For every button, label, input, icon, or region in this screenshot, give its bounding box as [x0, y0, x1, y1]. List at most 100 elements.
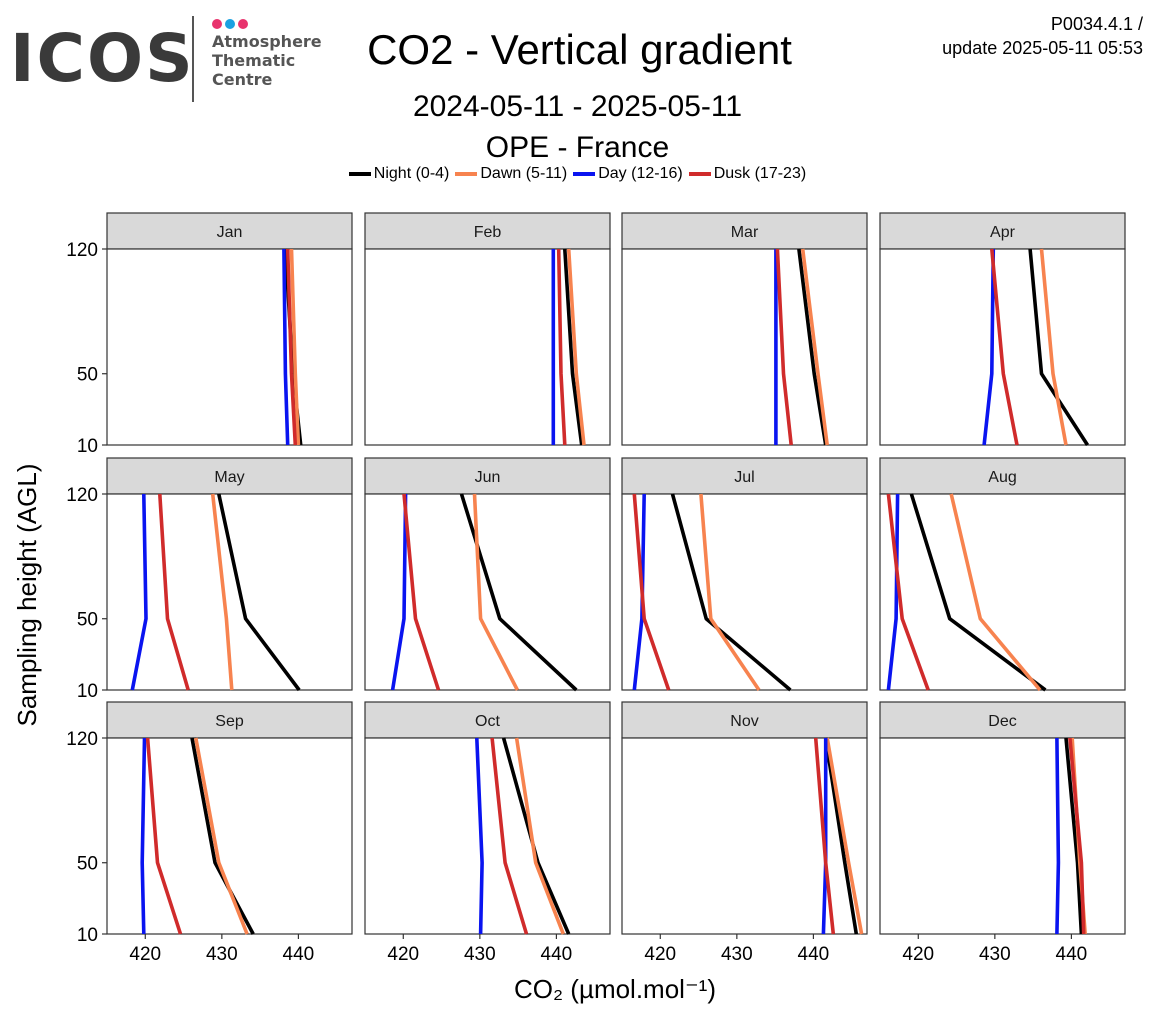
x-axis-title: CO₂ (µmol.mol⁻¹)	[514, 974, 716, 1004]
x-tick-label: 440	[1056, 944, 1088, 965]
logo-line-1: Atmosphere	[212, 32, 322, 51]
series-line	[390, 493, 408, 691]
legend-item: Dawn (5-11)	[455, 165, 567, 183]
series-line	[402, 493, 441, 691]
update-line: update 2025-05-11 05:53	[942, 38, 1143, 58]
chart-title: CO2 - Vertical gradient	[0, 26, 1155, 74]
facet-panel	[621, 248, 868, 446]
logo-dots-icon	[212, 16, 252, 29]
chart-station: OPE - France	[485, 131, 670, 164]
y-tick-label: 120	[66, 729, 98, 750]
logo-dot	[225, 19, 235, 29]
series-line	[289, 248, 301, 446]
chart-title-text: CO2 - Vertical gradient	[367, 26, 792, 73]
series-line	[1068, 737, 1086, 935]
logo-line-3: Centre	[212, 70, 273, 89]
facet-label: Sep	[215, 713, 244, 730]
y-tick-label: 50	[77, 610, 98, 631]
series-line	[194, 737, 249, 935]
legend-swatch	[688, 171, 711, 176]
facet-label: Mar	[731, 224, 759, 241]
logo-dot	[238, 19, 248, 29]
facet-panel	[106, 248, 353, 446]
series-line	[556, 248, 567, 446]
series-line	[886, 493, 900, 691]
legend-swatch	[455, 171, 478, 176]
legend-swatch	[573, 171, 596, 176]
logo-dot	[212, 19, 222, 29]
facet-panel	[879, 737, 1126, 935]
series-line	[501, 737, 571, 935]
series-line	[130, 493, 148, 691]
facet-label: Apr	[990, 224, 1016, 241]
x-tick-label: 420	[129, 944, 161, 965]
chart-legend: Night (0-4) Dawn (5-11) Day (12-16) Dusk (1…	[0, 165, 1155, 183]
series-line	[158, 493, 190, 691]
y-tick-label: 10	[77, 925, 98, 946]
x-tick-label: 420	[902, 944, 934, 965]
series-line	[1028, 248, 1090, 446]
x-tick-label: 440	[283, 944, 315, 965]
facet-label: May	[214, 469, 244, 486]
facet-strip	[879, 212, 1126, 250]
facet-label: Feb	[474, 224, 502, 241]
series-line	[982, 248, 996, 446]
x-tick-label: 430	[206, 944, 238, 965]
y-tick-label: 50	[77, 854, 98, 875]
series-line	[145, 737, 183, 935]
facet-strip	[621, 212, 868, 250]
series-line	[217, 493, 301, 692]
facet-label: Jan	[217, 224, 243, 241]
series-line	[797, 248, 828, 446]
facet-strip	[106, 701, 353, 739]
facet-label: Aug	[988, 469, 1016, 486]
facet-label: Nov	[730, 713, 758, 730]
legend-label: Dusk (17-23)	[713, 165, 807, 182]
series-line	[823, 737, 859, 935]
series-line	[475, 737, 484, 935]
legend-swatch	[348, 171, 371, 176]
series-line	[775, 248, 793, 446]
logo-caption: Atmosphere Thematic Centre	[212, 32, 322, 89]
series-line	[472, 493, 519, 691]
series-line	[140, 737, 147, 935]
series-line	[632, 493, 646, 691]
legend-label: Dawn (5-11)	[480, 165, 568, 182]
series-line	[190, 737, 255, 935]
facet-panel	[364, 493, 611, 691]
legend-label: Day (12-16)	[598, 165, 683, 182]
x-tick-label: 420	[387, 944, 419, 965]
y-tick-label: 50	[77, 365, 98, 386]
logo-line-2: Thematic	[212, 51, 296, 70]
series-line	[990, 248, 1019, 446]
legend-label: Night (0-4)	[373, 165, 450, 182]
legend-item: Dusk (17-23)	[688, 165, 807, 183]
y-tick-label: 120	[66, 240, 98, 261]
facet-label: Jul	[734, 469, 754, 486]
facet-strip	[106, 212, 353, 250]
facet-panel	[621, 493, 868, 691]
series-line	[282, 248, 290, 446]
icos-logo: ICOS	[10, 20, 195, 97]
facet-label: Dec	[988, 713, 1016, 730]
x-tick-label: 430	[464, 944, 496, 965]
version-info: P0034.4.1 / update 2025-05-11 05:53	[942, 12, 1143, 60]
y-tick-label: 10	[77, 681, 98, 702]
series-line	[909, 493, 1047, 692]
facet-strip	[106, 457, 353, 495]
legend-item: Day (12-16)	[573, 165, 683, 183]
series-line	[699, 493, 761, 692]
legend-item: Night (0-4)	[348, 165, 450, 183]
facet-strip	[879, 701, 1126, 739]
series-line	[886, 493, 930, 691]
version-line: P0034.4.1 /	[1050, 14, 1143, 34]
facet-strip	[621, 701, 868, 739]
series-line	[566, 248, 586, 446]
series-line	[1064, 737, 1084, 935]
chart-period: 2024-05-11 - 2025-05-11	[412, 90, 743, 123]
series-line	[949, 493, 1042, 692]
x-tick-label: 440	[541, 944, 573, 965]
x-tick-label: 420	[644, 944, 676, 965]
facet-label: Oct	[475, 713, 500, 730]
